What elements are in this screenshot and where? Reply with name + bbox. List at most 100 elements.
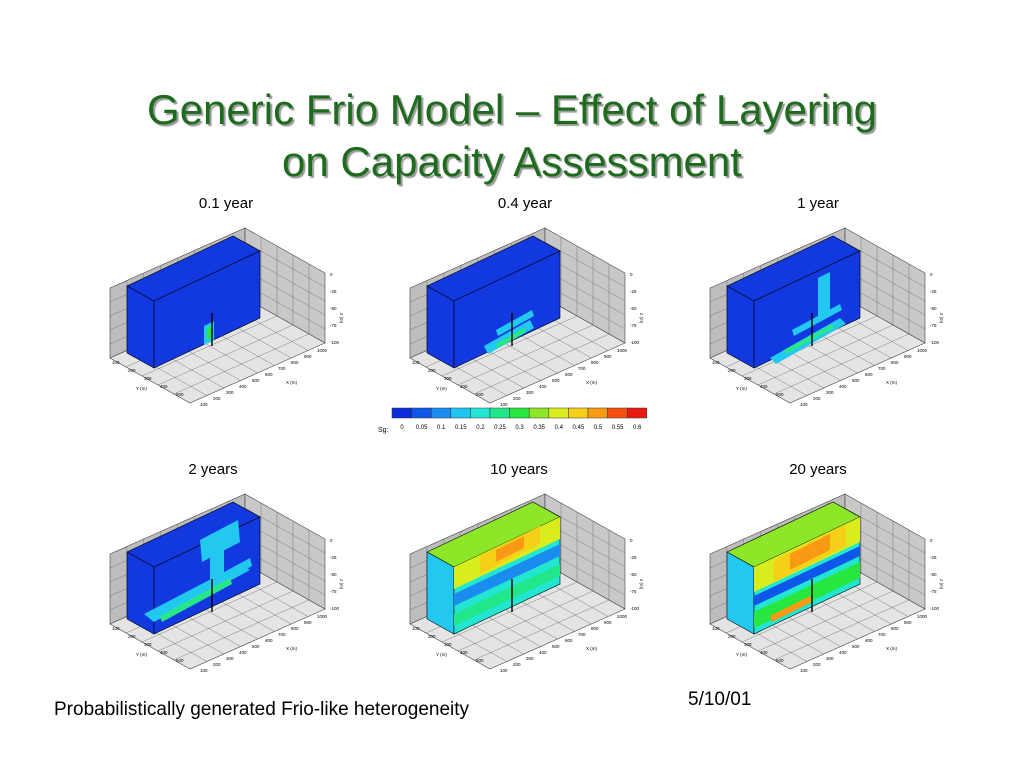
z-axis-label: z (m) <box>339 313 344 324</box>
y-tick-label: 400 <box>760 384 768 389</box>
x-axis-label: X (m) <box>586 380 597 385</box>
x-tick-label: 100 <box>200 402 208 407</box>
x-tick-label: 800 <box>891 626 899 631</box>
z-axis-label: z (m) <box>639 579 644 590</box>
saturation-colorbar: 0 0.05 0.1 0.15 0.2 0.25 0.3 0.35 0.4 0.45 0.5 0.55… <box>376 404 656 443</box>
y-tick-label: 400 <box>460 650 468 655</box>
x-tick-label: 900 <box>304 354 312 359</box>
x-tick-label: 400 <box>839 650 847 655</box>
y-tick-label: 500 <box>776 658 784 663</box>
colorbar-tick-label: 0.2 <box>476 425 485 431</box>
colorbar-tick-label: 0.1 <box>437 425 446 431</box>
x-tick-label: 200 <box>513 662 521 667</box>
y-axis-label: Y (m) <box>436 386 447 391</box>
y-tick-label: 300 <box>744 642 752 647</box>
x-tick-label: 300 <box>226 390 234 395</box>
z-tick-label: 0 <box>630 272 633 277</box>
colorbar-tick-label: 0 <box>400 425 404 431</box>
x-tick-label: 1000 <box>617 348 628 353</box>
colorbar-cell <box>548 407 569 419</box>
colorbar-cell <box>509 407 530 419</box>
slide-title-line2: on Capacity Assessment <box>282 138 742 185</box>
plume-column <box>210 546 224 588</box>
y-tick-label: 200 <box>428 368 436 373</box>
z-tick-label: -75 <box>330 589 337 594</box>
x-tick-label: 600 <box>265 638 273 643</box>
volume-front <box>453 250 561 369</box>
x-tick-label: 900 <box>304 620 312 625</box>
x-tick-label: 1000 <box>617 614 628 619</box>
x-tick-label: 100 <box>800 402 808 407</box>
plot-label-1: 0.4 year <box>497 195 553 212</box>
plume-column <box>818 272 830 316</box>
z-tick-label: -100 <box>630 340 640 345</box>
colorbar-tick-label: 0.5 <box>594 425 603 431</box>
plume-upper <box>792 304 842 336</box>
x-tick-label: 100 <box>800 668 808 673</box>
z-tick-label: 0 <box>330 272 333 277</box>
x-tick-label: 800 <box>291 360 299 365</box>
z-tick-label: -50 <box>330 306 337 311</box>
plot-label-3: 2 years <box>188 461 238 478</box>
x-tick-label: 900 <box>604 354 612 359</box>
y-tick-label: 100 <box>712 360 720 365</box>
z-tick-label: -100 <box>630 606 640 611</box>
z-tick-label: -50 <box>630 306 637 311</box>
plot-svg-5: 0 -25 -50 -75 -100 z (m) 100 200 300 400 500 Y (m) 1… <box>709 493 944 673</box>
volume-front <box>753 250 861 369</box>
y-tick-label: 100 <box>412 626 420 631</box>
x-tick-label: 1000 <box>317 348 328 353</box>
plume-mid-band <box>754 546 860 606</box>
plot-label-5: 20 years <box>789 461 847 478</box>
y-tick-label: 200 <box>728 634 736 639</box>
plume-mid-band <box>454 544 560 606</box>
z-tick-label: -50 <box>630 572 637 577</box>
y-tick-label: 200 <box>428 634 436 639</box>
colorbar-tick-label: 0.35 <box>533 425 545 431</box>
x-tick-label: 400 <box>239 650 247 655</box>
plot-svg-1: 0 -25 -50 -75 -100 z (m) 100 200 300 400 500 Y (m) 1… <box>409 227 644 407</box>
x-axis-label: X (m) <box>886 646 897 651</box>
x-tick-label: 800 <box>891 360 899 365</box>
simulation-plot-3: 0 -25 -50 -75 -100 z (m) 100 200 300 400 500 Y (m) 1… <box>100 484 350 679</box>
z-tick-label: -25 <box>330 555 337 560</box>
z-tick-label: 0 <box>630 538 633 543</box>
x-tick-label: 200 <box>513 396 521 401</box>
y-tick-label: 400 <box>160 650 168 655</box>
x-tick-label: 400 <box>539 650 547 655</box>
plume-core <box>207 326 211 340</box>
x-tick-label: 600 <box>565 372 573 377</box>
y-axis-label: Y (m) <box>136 652 147 657</box>
x-tick-label: 500 <box>552 644 560 649</box>
z-tick-label: -75 <box>630 323 637 328</box>
colorbar-cell <box>528 407 550 419</box>
x-tick-label: 500 <box>852 644 860 649</box>
x-tick-label: 200 <box>213 662 221 667</box>
plot-label-0: 0.1 year <box>198 195 254 212</box>
z-axis-label: z (m) <box>939 579 944 590</box>
plot-svg-4: 0 -25 -50 -75 -100 z (m) 100 200 300 400 500 Y (m) 1… <box>409 493 644 673</box>
z-tick-label: 0 <box>930 272 933 277</box>
x-tick-label: 300 <box>526 656 534 661</box>
z-tick-label: -50 <box>330 572 337 577</box>
plot-label-2: 1 year <box>797 195 839 212</box>
x-tick-label: 500 <box>552 378 560 383</box>
x-tick-label: 700 <box>578 632 586 637</box>
colorbar-cell <box>391 407 412 419</box>
z-tick-label: -25 <box>330 289 337 294</box>
colorbar-cell <box>430 407 452 419</box>
y-axis-label: Y (m) <box>736 386 747 391</box>
x-tick-label: 400 <box>239 384 247 389</box>
z-tick-label: -75 <box>630 589 637 594</box>
colorbar-cell <box>470 407 491 419</box>
x-tick-label: 1000 <box>917 348 928 353</box>
z-tick-label: -100 <box>330 606 340 611</box>
x-tick-label: 400 <box>839 384 847 389</box>
x-tick-label: 800 <box>291 626 299 631</box>
x-axis-label: X (m) <box>286 646 297 651</box>
z-axis-label: z (m) <box>339 579 344 590</box>
x-tick-label: 200 <box>213 396 221 401</box>
y-axis-label: Y (m) <box>736 652 747 657</box>
x-tick-label: 300 <box>826 390 834 395</box>
x-tick-label: 200 <box>813 396 821 401</box>
